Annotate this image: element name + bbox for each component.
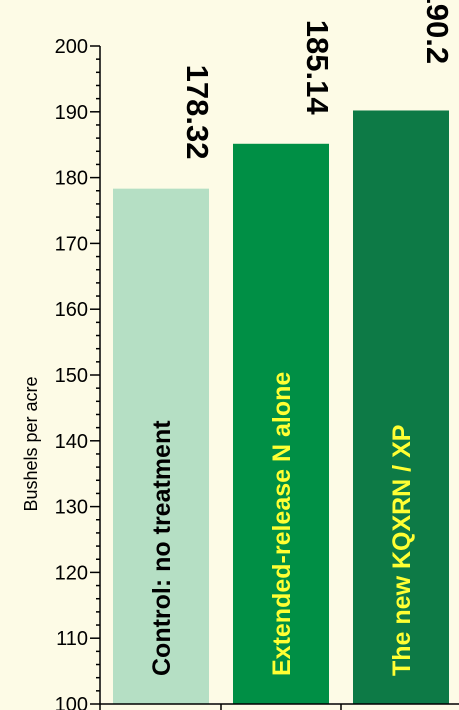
bar-value-label: 190.2 <box>420 0 455 64</box>
bar-category-label: Extended-release N alone <box>268 372 296 676</box>
y-tick-label: 120 <box>55 562 88 584</box>
y-tick-label: 180 <box>55 168 88 190</box>
bar-category-label: The new KQXRN / XP <box>388 425 416 676</box>
y-tick-label: 200 <box>55 36 88 58</box>
y-tick-label: 150 <box>55 365 88 387</box>
bar-value-label: 185.14 <box>300 20 335 116</box>
y-tick-label: 110 <box>56 628 88 650</box>
y-axis-ticks: 100 110 120 130 140 150 160 170 180 190 200 <box>55 36 100 710</box>
y-tick-label: 170 <box>55 233 88 255</box>
y-axis-title: Bushels per acre <box>21 376 41 511</box>
y-tick-label: 100 <box>55 694 88 710</box>
bar <box>233 143 329 704</box>
bar <box>353 110 449 704</box>
y-tick-label: 140 <box>55 431 88 453</box>
bar-value-label: 178.32 <box>180 65 215 160</box>
bar-category-label: Control: no treatment <box>148 420 176 676</box>
bars: Control: no treatment 178.32 Extended-rele… <box>113 0 455 710</box>
y-tick-label: 160 <box>55 299 88 321</box>
y-tick-label: 190 <box>55 102 88 124</box>
bar <box>113 188 209 704</box>
y-tick-label: 130 <box>55 497 88 519</box>
